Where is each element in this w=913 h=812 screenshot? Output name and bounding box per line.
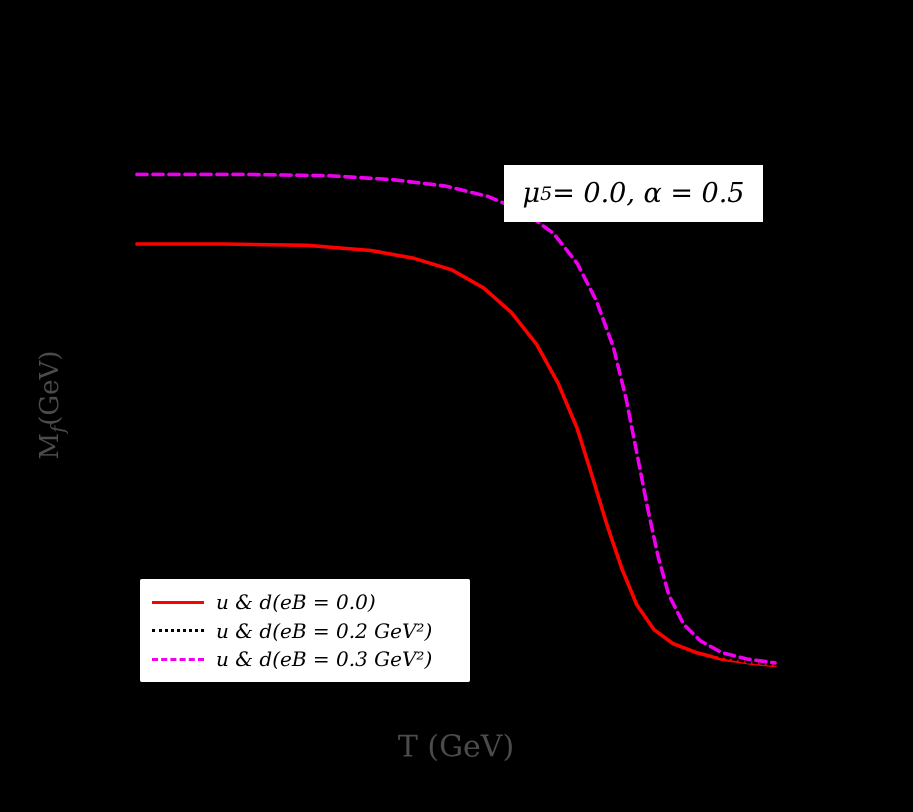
curve-dashed xyxy=(135,172,777,665)
curve-solid xyxy=(135,242,777,668)
legend-line-sample-solid-red xyxy=(152,600,204,604)
curve-dotted xyxy=(135,203,777,667)
legend-label: u & d(eB = 0.3 GeV²) xyxy=(216,647,433,671)
x-axis-label: T (GeV) xyxy=(397,729,515,765)
legend-label: u & d(eB = 0.0) xyxy=(216,590,376,614)
legend-label: u & d(eB = 0.2 GeV²) xyxy=(216,618,433,643)
y-axis-label-main: M xyxy=(34,432,65,460)
annotation-mu: μ xyxy=(522,178,541,209)
annotation-mu-sub: 5 xyxy=(540,182,553,205)
legend-line-sample-dashed-magenta xyxy=(152,657,204,661)
legend-item: u & d(eB = 0.2 GeV²) xyxy=(152,619,458,643)
y-axis-label: Mf(GeV) xyxy=(35,351,69,460)
annotation-rest: = 0.0, α = 0.5 xyxy=(552,178,745,209)
y-axis-label-unit: (GeV) xyxy=(34,350,65,426)
legend: u & d(eB = 0.0) u & d(eB = 0.2 GeV²) u &… xyxy=(140,579,470,682)
legend-line-sample-dotted-black xyxy=(152,629,204,632)
y-axis-label-sub: f xyxy=(47,425,70,433)
legend-item: u & d(eB = 0.3 GeV²) xyxy=(152,647,458,671)
legend-item: u & d(eB = 0.0) xyxy=(152,590,458,614)
